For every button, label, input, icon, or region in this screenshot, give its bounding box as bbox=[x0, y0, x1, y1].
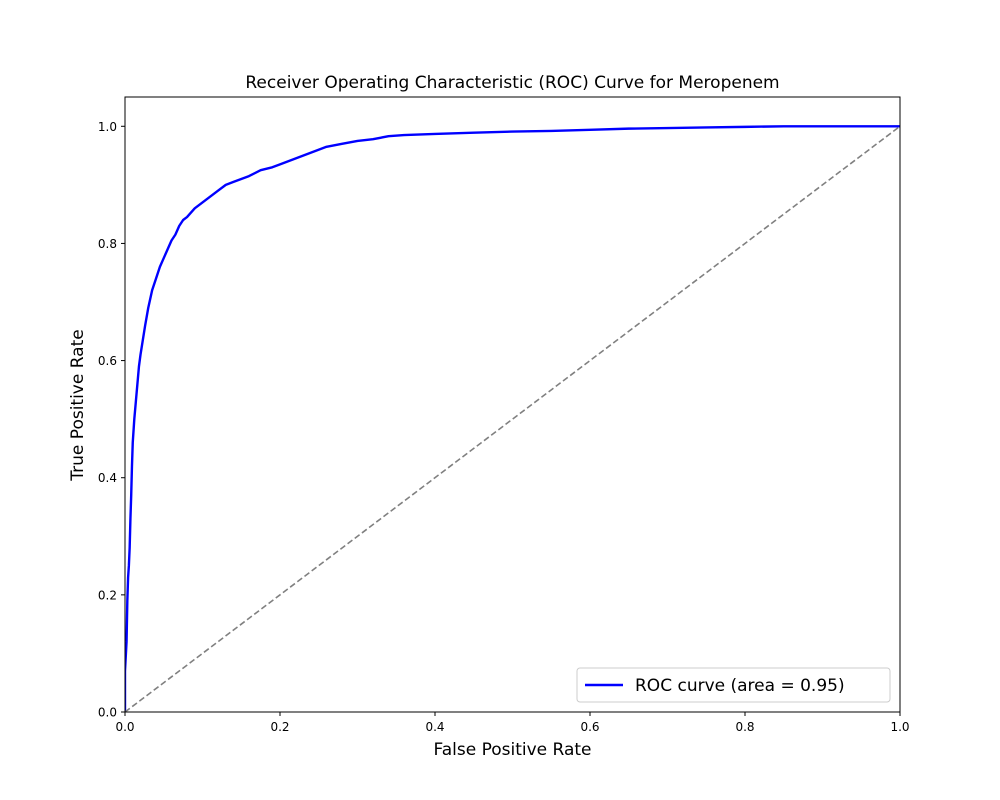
x-tick-label: 1.0 bbox=[890, 720, 909, 734]
y-axis-title: True Positive Rate bbox=[68, 329, 88, 481]
x-tick-label: 0.0 bbox=[115, 720, 134, 734]
y-tick-label: 0.2 bbox=[98, 588, 117, 602]
legend-box bbox=[576, 667, 891, 703]
axes-frame bbox=[124, 96, 901, 713]
plot-area: 0.0 0.2 0.4 0.6 0.8 1.0 0.0 0.2 0.4 0.6 0.8 1.0 bbox=[98, 96, 910, 734]
roc-curve-line bbox=[125, 125, 900, 712]
x-tick-label: 0.4 bbox=[425, 720, 444, 734]
series-group bbox=[125, 125, 900, 712]
y-tick-label: 0.4 bbox=[98, 471, 117, 485]
legend-label: ROC curve (area = 0.95) bbox=[635, 676, 845, 696]
y-tick-label: 0.6 bbox=[98, 354, 117, 368]
y-tick-label: 1.0 bbox=[98, 120, 117, 134]
y-tick-label: 0.0 bbox=[98, 706, 117, 720]
chart-title: Receiver Operating Characteristic (ROC) … bbox=[245, 73, 779, 93]
y-tick-label: 0.8 bbox=[98, 237, 117, 251]
x-tick-label: 0.2 bbox=[270, 720, 289, 734]
legend: ROC curve (area = 0.95) bbox=[576, 667, 891, 703]
x-axis-title: False Positive Rate bbox=[434, 740, 592, 760]
x-tick-label: 0.6 bbox=[580, 720, 599, 734]
x-tick-label: 0.8 bbox=[735, 720, 754, 734]
